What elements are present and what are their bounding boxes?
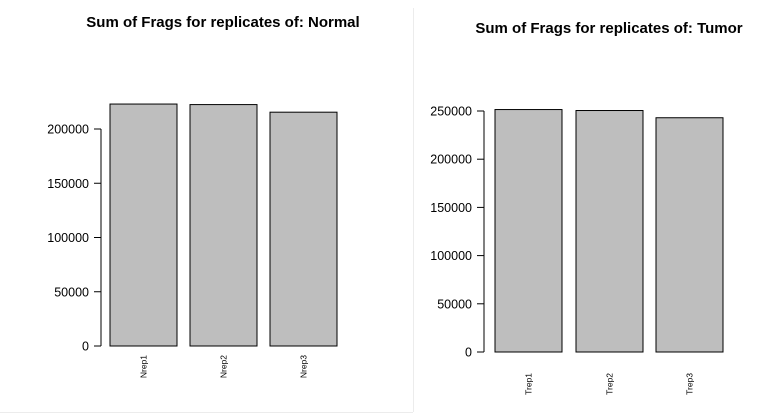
y-tick-label-tumor: 250000 [430,105,472,119]
bar-nrep1 [109,103,178,347]
category-label-trep1: Trep1 [524,373,534,395]
bar-trep2 [575,110,644,353]
y-tick-label-normal: 100000 [47,231,89,245]
category-label-nrep2: Nrep2 [219,355,229,378]
bar-nrep3 [269,111,338,347]
y-tick-label-tumor: 0 [465,346,472,360]
category-label-trep2: Trep2 [605,373,615,395]
chart-title-normal: Sum of Frags for replicates of: Normal [86,14,359,31]
bar-trep1 [494,109,563,353]
bar-trep3 [655,117,724,353]
y-tick-label-tumor: 200000 [430,153,472,167]
category-label-nrep1: Nrep1 [139,355,149,378]
y-tick-label-tumor: 150000 [430,201,472,215]
y-tick-label-tumor: 100000 [430,249,472,263]
category-label-nrep3: Nrep3 [299,355,309,378]
y-tick-label-normal: 0 [82,340,89,354]
category-label-trep3: Trep3 [685,373,695,395]
y-tick-label-normal: 200000 [47,123,89,137]
y-tick-label-normal: 50000 [54,285,89,299]
panel-divider [413,8,414,412]
bar-nrep2 [189,104,258,347]
y-tick-label-tumor: 50000 [437,297,472,311]
y-tick-label-normal: 150000 [47,177,89,191]
chart-title-tumor: Sum of Frags for replicates of: Tumor [475,20,742,37]
panel-border [0,412,413,413]
